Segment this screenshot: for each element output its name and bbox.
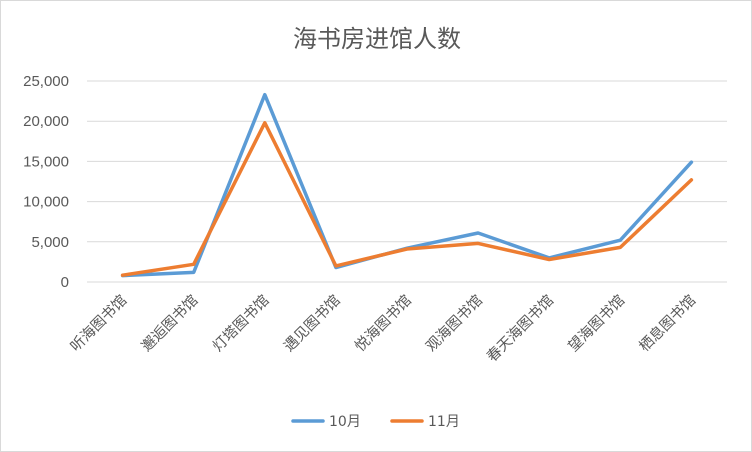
x-tick-label: 悦海图书馆 bbox=[352, 292, 415, 355]
y-tick-label: 0 bbox=[61, 274, 69, 291]
x-tick-label: 观海图书馆 bbox=[423, 292, 486, 355]
x-tick-label: 听海图书馆 bbox=[67, 292, 130, 355]
y-tick-label: 5,000 bbox=[31, 234, 69, 251]
legend: 10月 11月 bbox=[291, 414, 460, 430]
x-tick-label: 望海图书馆 bbox=[565, 292, 628, 355]
y-tick-label: 25,000 bbox=[23, 73, 69, 90]
series-line-2 bbox=[120, 121, 694, 277]
x-tick-label: 邂逅图书馆 bbox=[138, 292, 201, 355]
chart-title: 海书房进馆人数 bbox=[293, 25, 461, 53]
x-tick-label: 灯塔图书馆 bbox=[209, 292, 272, 355]
legend-label: 11月 bbox=[428, 414, 460, 430]
y-tick-label: 20,000 bbox=[23, 113, 69, 130]
y-tick-label: 15,000 bbox=[23, 153, 69, 170]
x-tick-label: 栖息图书馆 bbox=[636, 292, 699, 355]
legend-label: 10月 bbox=[329, 414, 361, 430]
x-tick-label: 遇见图书馆 bbox=[280, 292, 343, 355]
y-tick-label: 10,000 bbox=[23, 194, 69, 211]
y-axis-ticks: 0 5,000 10,000 15,000 20,000 25,000 bbox=[23, 73, 69, 291]
x-tick-label: 春天海图书馆 bbox=[484, 292, 558, 366]
series-lines bbox=[120, 92, 694, 278]
gridlines bbox=[87, 80, 727, 283]
